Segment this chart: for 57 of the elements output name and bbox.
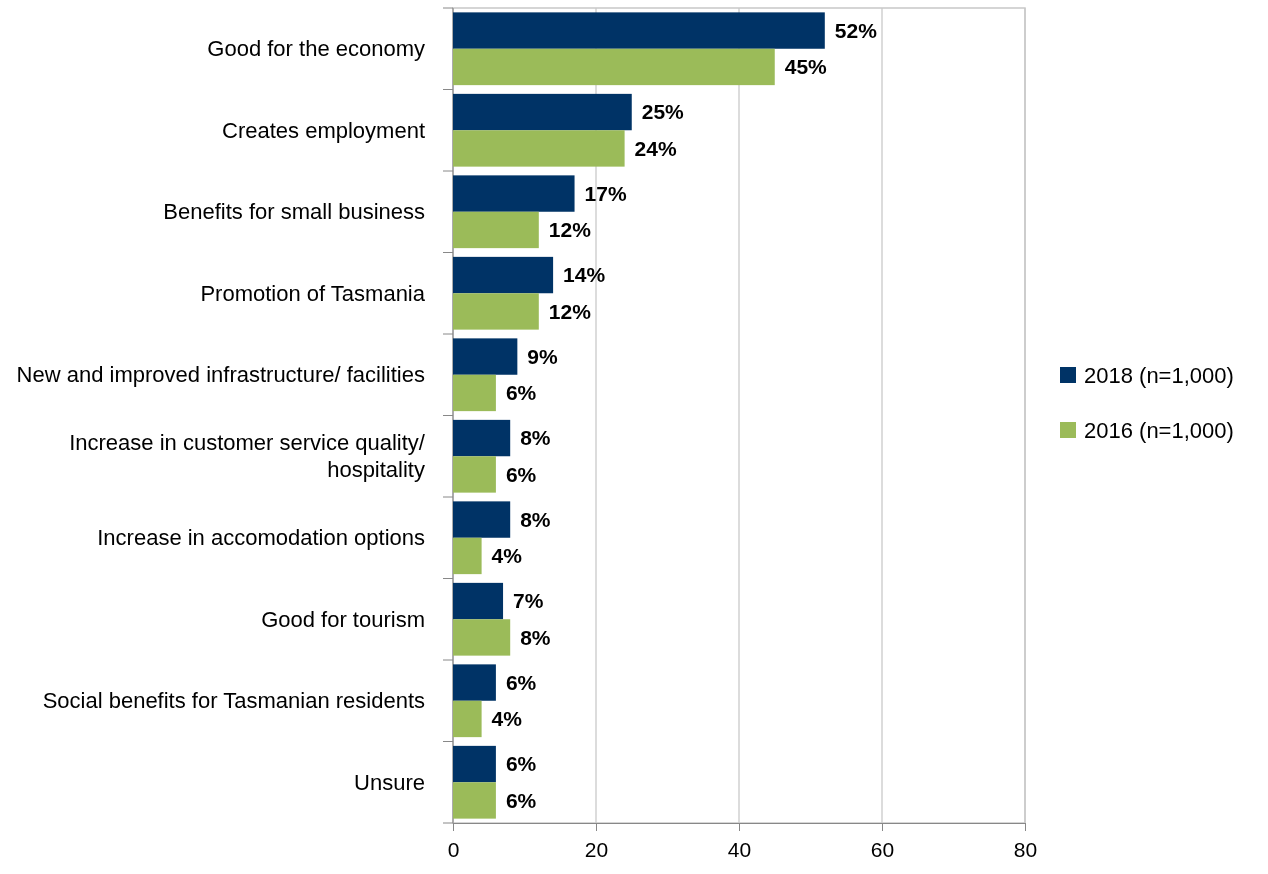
y-tick-label: Good for tourism — [261, 606, 425, 632]
bar — [453, 700, 482, 738]
data-label: 6% — [505, 462, 537, 486]
y-tick-label: Increase in customer service quality/ hospitality — [69, 430, 426, 483]
data-label: 6% — [505, 381, 537, 405]
bar — [453, 93, 632, 131]
y-tick-label: Benefits for small business — [163, 199, 425, 225]
data-label: 6% — [505, 670, 537, 694]
bar — [453, 48, 775, 86]
bar — [453, 456, 496, 493]
y-tick-label: Creates employment — [222, 117, 425, 143]
bar — [453, 12, 825, 49]
data-label: 6% — [505, 752, 537, 776]
data-label: 8% — [520, 426, 551, 450]
bar — [453, 619, 511, 656]
bar — [453, 582, 504, 620]
data-label: 8% — [520, 625, 551, 649]
legend-label: 2016 (n=1,000) — [1084, 417, 1234, 443]
bar — [453, 664, 496, 701]
data-label: 4% — [491, 707, 523, 731]
data-label: 4% — [491, 544, 523, 568]
data-label: 7% — [513, 589, 544, 613]
y-tick-label: Promotion of Tasmania — [200, 280, 426, 306]
data-label: 8% — [520, 507, 551, 531]
data-label: 24% — [634, 136, 677, 160]
bar — [453, 211, 539, 249]
data-label: 45% — [784, 55, 828, 79]
bar — [453, 175, 575, 212]
data-label: 12% — [548, 218, 592, 242]
data-label: 14% — [563, 263, 606, 287]
data-label: 17% — [584, 181, 627, 205]
bar — [453, 501, 511, 538]
x-tick-label: 60 — [870, 838, 895, 862]
x-tick-label: 40 — [727, 838, 752, 862]
data-label: 6% — [505, 788, 537, 812]
y-tick-label: New and improved infrastructure/ facilities — [16, 362, 425, 388]
bar — [453, 130, 625, 167]
x-tick-label: 0 — [447, 838, 460, 862]
bar — [453, 419, 511, 457]
data-label: 9% — [527, 344, 559, 368]
bar — [453, 782, 496, 819]
y-tick-label: Unsure — [354, 769, 425, 795]
bar — [453, 338, 518, 375]
x-tick-label: 80 — [1013, 838, 1038, 862]
data-label: 12% — [548, 299, 592, 323]
data-label: 25% — [641, 100, 685, 124]
y-tick-label: Good for the economy — [207, 36, 425, 62]
bar — [453, 374, 496, 412]
data-label: 52% — [834, 18, 878, 42]
x-tick-label: 20 — [584, 838, 609, 862]
bar — [453, 745, 496, 783]
y-tick-label: Social benefits for Tasmanian residents — [42, 688, 425, 714]
bar — [453, 256, 554, 294]
legend-label: 2018 (n=1,000) — [1084, 362, 1234, 388]
bar — [453, 293, 539, 330]
y-tick-label: Increase in accomodation options — [97, 525, 425, 551]
bar — [453, 537, 482, 575]
